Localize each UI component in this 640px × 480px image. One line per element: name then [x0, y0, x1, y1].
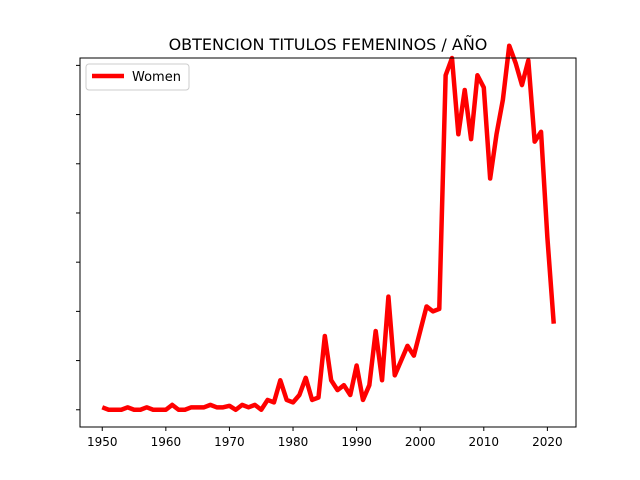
x-tick-label-1950: 1950 [87, 435, 118, 449]
y-axis [76, 64, 80, 411]
x-tick-label-1960: 1960 [151, 435, 182, 449]
chart-title: OBTENCION TITULOS FEMENINOS / AÑO [169, 35, 488, 54]
x-tick-label-1970: 1970 [214, 435, 245, 449]
legend-box [85, 63, 190, 91]
x-tick-label-1980: 1980 [278, 435, 309, 449]
x-tick-label-2020: 2020 [532, 435, 563, 449]
x-tick-label-2000: 2000 [405, 435, 436, 449]
plot-frame [79, 57, 577, 428]
legend-label-women: Women [132, 70, 181, 85]
x-tick-label-1990: 1990 [341, 435, 372, 449]
x-tick-label-2010: 2010 [469, 435, 500, 449]
x-axis: 1950 1960 1970 1980 1990 2000 2010 2020 [87, 427, 563, 449]
legend: Women [85, 63, 190, 91]
series-line-women [101, 43, 556, 413]
chart-marks [101, 43, 556, 413]
